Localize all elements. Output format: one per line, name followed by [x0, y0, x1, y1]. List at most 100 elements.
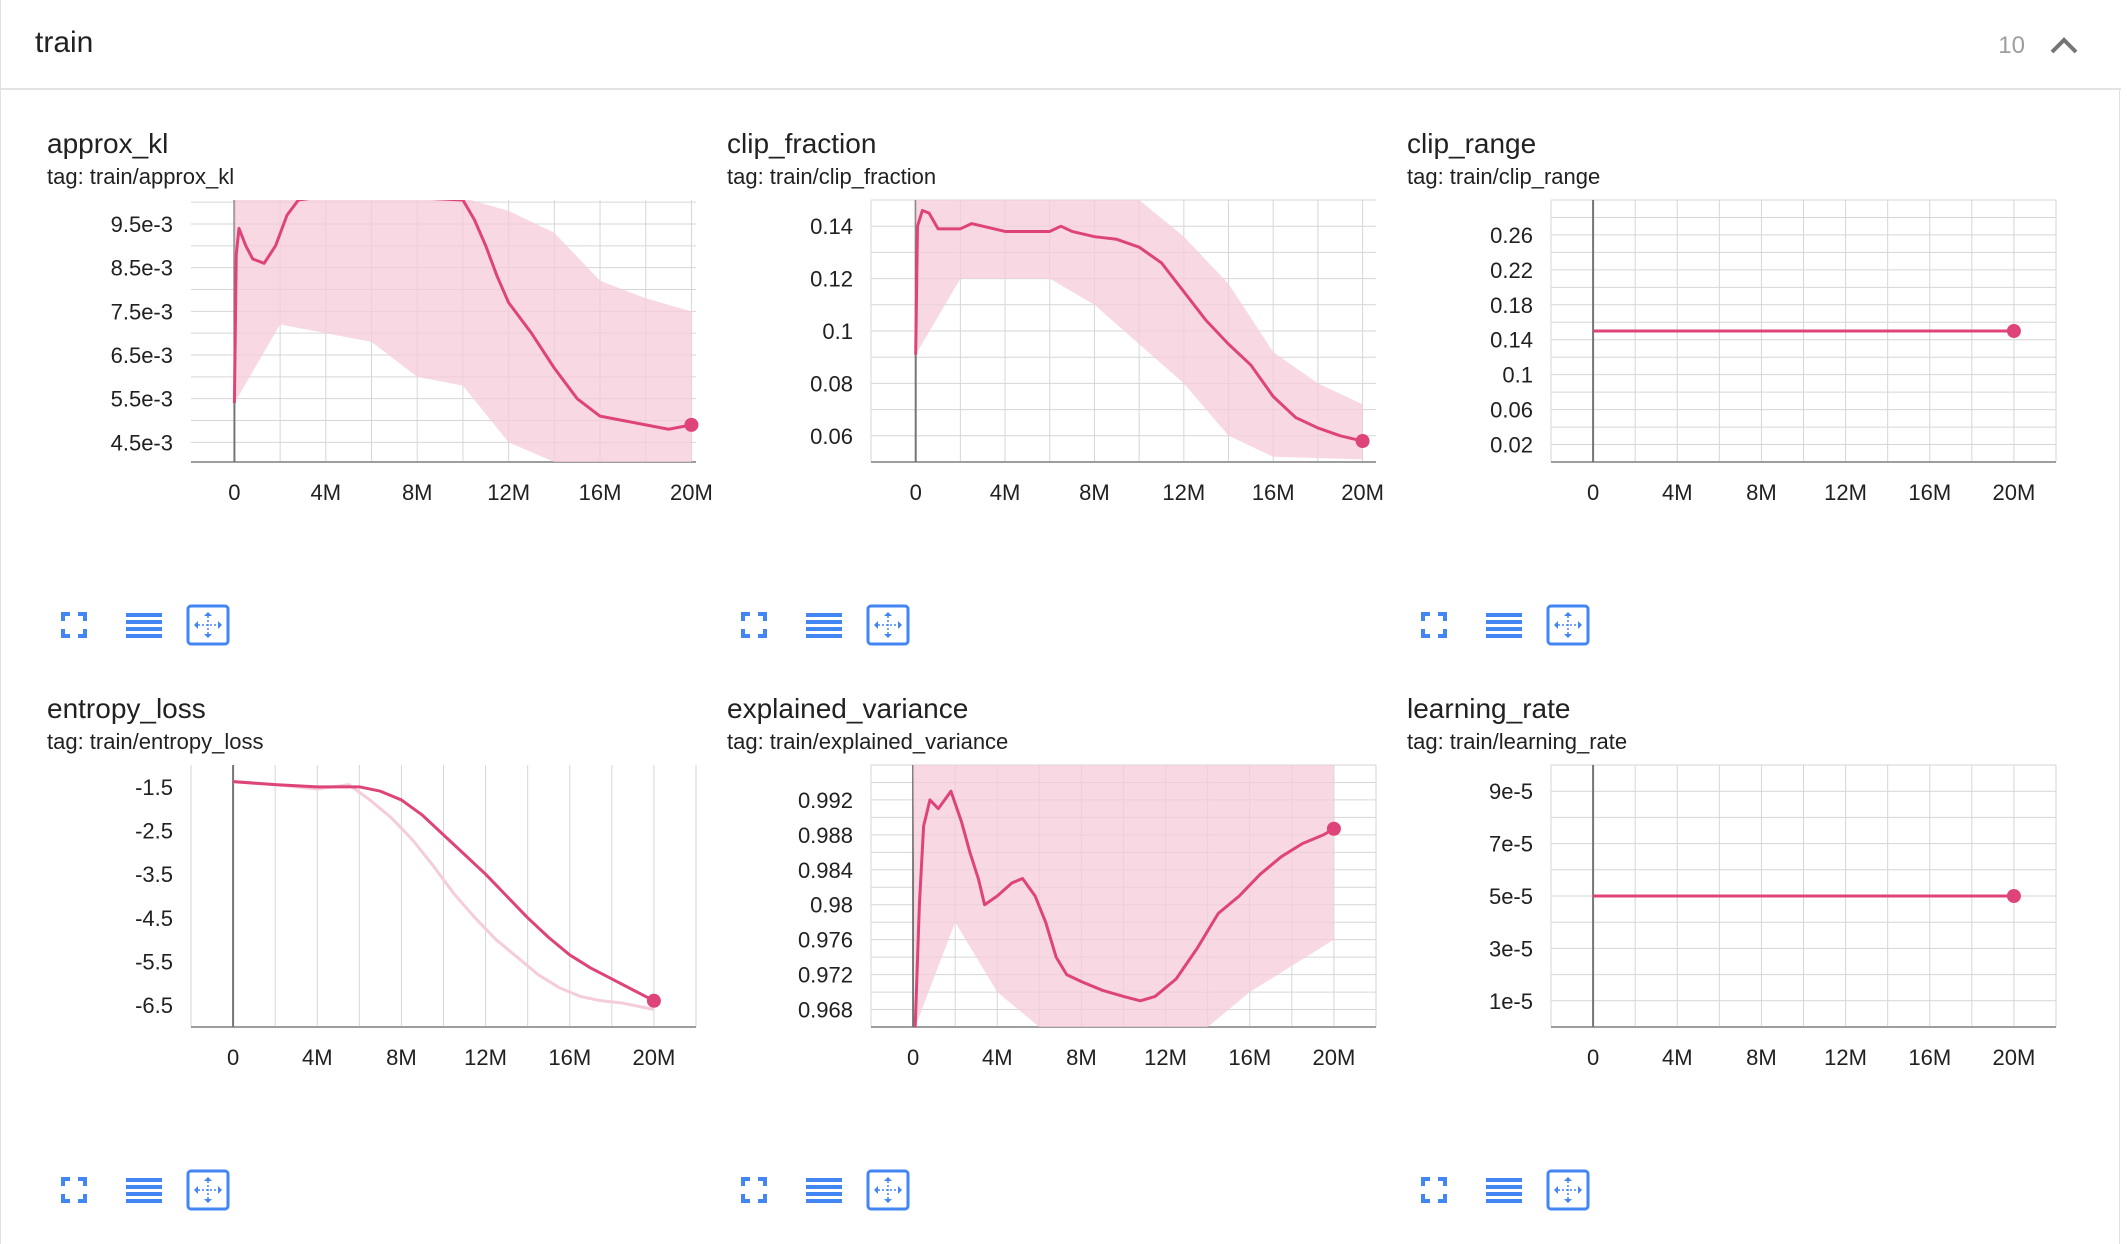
toggle-log-icon[interactable] — [121, 1167, 167, 1213]
last-value-point — [684, 417, 699, 432]
x-tick-label: 0 — [228, 480, 240, 505]
x-tick-label: 16M — [548, 1045, 591, 1070]
data-layer — [913, 765, 1335, 1027]
fullscreen-icon[interactable] — [1411, 602, 1457, 648]
x-tick-label: 8M — [1746, 1045, 1777, 1070]
x-tick-label: 16M — [1252, 480, 1295, 505]
card-title: explained_variance — [727, 693, 969, 724]
chevron-up-icon[interactable] — [2047, 30, 2081, 60]
x-tick-label: 0 — [1587, 1045, 1599, 1070]
smoothed-series-line — [232, 780, 655, 1003]
card-tag: tag: train/approx_kl — [47, 164, 235, 189]
toggle-log-icon[interactable] — [1481, 1167, 1527, 1213]
fit-domain-icon[interactable] — [185, 602, 231, 648]
y-tick-label: 0.976 — [798, 928, 853, 953]
fullscreen-icon[interactable] — [731, 602, 777, 648]
x-tick-label: 8M — [1079, 480, 1110, 505]
x-tick-label: 0 — [1587, 480, 1599, 505]
y-tick-label: 9e-5 — [1489, 779, 1533, 804]
y-tick-label: 0.14 — [810, 214, 853, 239]
raw-series-line — [232, 780, 655, 1012]
x-tick-label: 20M — [1993, 1045, 2036, 1070]
y-tick-label: 5.5e-3 — [111, 387, 173, 412]
x-tick-label: 20M — [670, 480, 713, 505]
toggle-log-icon[interactable] — [801, 1167, 847, 1213]
chart-card-approx-kl: approx_kl tag: train/approx_kl 0 4M 8M 12M 1… — [1, 90, 713, 655]
x-tick-label: 4M — [990, 480, 1021, 505]
y-tick-label: 0.12 — [810, 267, 853, 292]
fit-domain-icon[interactable] — [1545, 1167, 1591, 1213]
y-tick-label: 0.08 — [810, 371, 853, 396]
fit-domain-icon[interactable] — [865, 602, 911, 648]
x-tick-label: 12M — [487, 480, 530, 505]
fit-domain-icon[interactable] — [1545, 602, 1591, 648]
line-chart[interactable]: 0 4M 8M 12M 16M 20M -1.5 -2.5 -3.5 -4.5 -5.5 -6.5 — [1, 765, 697, 1135]
chart-card-learning-rate: learning_rate tag: train/learning_rate 0… — [1361, 655, 2057, 1220]
line-chart[interactable]: 0 4M 8M 12M 16M 20M 0.02 0.06 0.1 0.14 0.18 0.22 0.2… — [1361, 199, 2057, 570]
y-tick-label: 0.06 — [1490, 398, 1533, 423]
y-tick-label: 0.1 — [1502, 363, 1533, 388]
x-tick-label: 4M — [311, 480, 342, 505]
y-tick-label: 0.22 — [1490, 258, 1533, 283]
fit-domain-icon[interactable] — [865, 1167, 911, 1213]
toggle-log-icon[interactable] — [801, 602, 847, 648]
data-layer — [914, 200, 1363, 460]
x-tick-label: 16M — [1228, 1045, 1271, 1070]
line-chart[interactable]: 0 4M 8M 12M 16M 20M 1e-5 3e-5 5e-5 7e-5 9e-5 — [1361, 764, 2057, 1135]
x-tick-label: 8M — [1066, 1045, 1097, 1070]
y-tick-label: 3e-5 — [1489, 936, 1533, 961]
group-count: 10 — [1998, 32, 2025, 59]
x-tick-label: 16M — [579, 480, 622, 505]
x-tick-label: 4M — [302, 1045, 333, 1070]
chart-card-entropy-loss: entropy_loss tag: train/entropy_loss 0 4M… — [1, 655, 697, 1220]
x-tick-label: 12M — [1144, 1045, 1187, 1070]
y-tick-label: -3.5 — [135, 862, 173, 887]
fit-domain-icon[interactable] — [185, 1167, 231, 1213]
x-tick-label: 4M — [1662, 1045, 1693, 1070]
toggle-log-icon[interactable] — [121, 602, 167, 648]
y-tick-label: 0.98 — [810, 893, 853, 918]
card-tag: tag: train/entropy_loss — [47, 729, 264, 754]
fullscreen-icon[interactable] — [1411, 1167, 1457, 1213]
raw-series-band — [915, 200, 1363, 460]
y-tick-label: 0.968 — [798, 998, 853, 1023]
card-tag: tag: train/clip_range — [1407, 164, 1601, 189]
y-tick-label: 0.972 — [798, 963, 853, 988]
last-value-point — [1326, 821, 1341, 836]
y-tick-label: 5e-5 — [1489, 884, 1533, 909]
fullscreen-icon[interactable] — [51, 602, 97, 648]
y-tick-label: 0.988 — [798, 823, 853, 848]
line-chart[interactable]: 0 4M 8M 12M 16M 20M 0.968 0.972 0.976 0.98 0.984 0.… — [681, 764, 1377, 1135]
group-header[interactable]: train 10 — [1, 0, 2121, 90]
card-tag: tag: train/clip_fraction — [727, 164, 937, 189]
card-title: approx_kl — [47, 128, 169, 159]
data-layer — [232, 200, 692, 462]
x-tick-label: 4M — [1662, 480, 1693, 505]
x-tick-label: 0 — [227, 1045, 239, 1070]
fullscreen-icon[interactable] — [731, 1167, 777, 1213]
last-value-point — [1355, 434, 1370, 449]
x-tick-label: 20M — [1313, 1045, 1356, 1070]
toggle-log-icon[interactable] — [1481, 602, 1527, 648]
smoothed-series-line — [913, 789, 1335, 1027]
y-tick-label: -5.5 — [135, 950, 173, 975]
fullscreen-icon[interactable] — [51, 1167, 97, 1213]
y-tick-label: 0.02 — [1490, 433, 1533, 458]
y-tick-label: 0.14 — [1490, 328, 1533, 353]
line-chart[interactable]: 0 4M 8M 12M 16M 20M 0.06 0.08 0.1 0.12 0.14 — [681, 199, 1384, 570]
line-chart[interactable]: 0 4M 8M 12M 16M 20M 4.5e-3 5.5e-3 6.5e-3 7.5e-3 8.… — [1, 200, 713, 570]
y-tick-label: 0.992 — [798, 788, 853, 813]
y-tick-label: 0.1 — [822, 319, 853, 344]
y-tick-label: 0.26 — [1490, 223, 1533, 248]
x-tick-label: 20M — [1993, 480, 2036, 505]
y-tick-label: -1.5 — [135, 775, 173, 800]
y-tick-label: 9.5e-3 — [111, 212, 173, 237]
card-tag: tag: train/learning_rate — [1407, 729, 1628, 754]
card-title: learning_rate — [1407, 693, 1571, 724]
y-tick-label: 0.18 — [1490, 293, 1533, 318]
chart-card-clip-range: clip_range tag: train/clip_range 0 4M 8M 12… — [1361, 90, 2057, 655]
card-title: entropy_loss — [47, 693, 206, 724]
x-tick-label: 4M — [982, 1045, 1013, 1070]
y-tick-label: -4.5 — [135, 906, 173, 931]
